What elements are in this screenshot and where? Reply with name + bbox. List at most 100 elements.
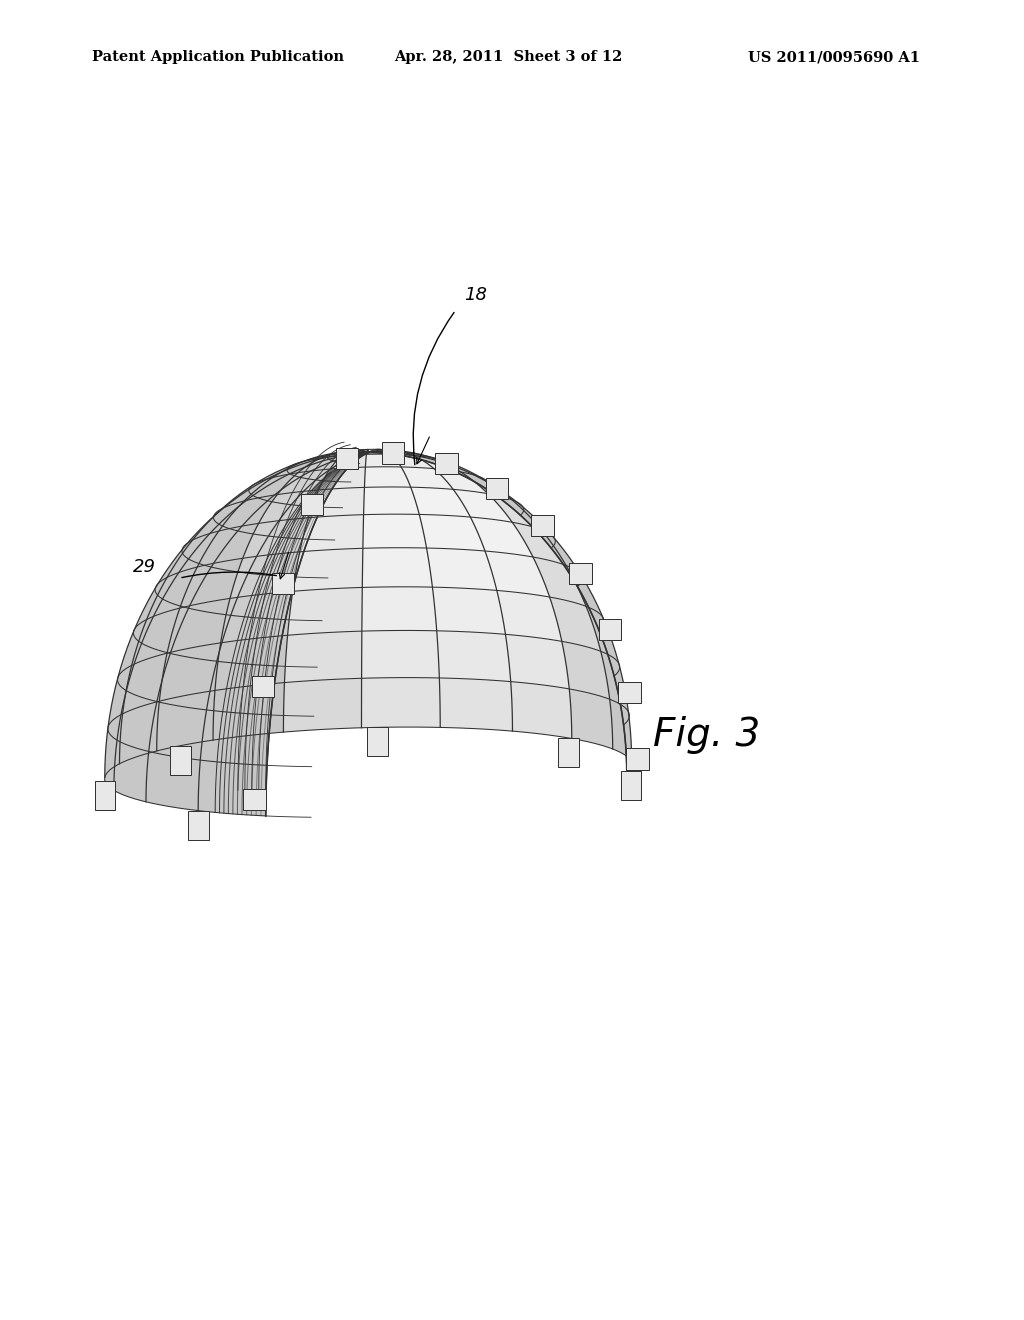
Polygon shape bbox=[506, 635, 569, 689]
Bar bbox=[252, 676, 274, 697]
Polygon shape bbox=[361, 631, 439, 678]
Bar bbox=[94, 781, 115, 810]
Polygon shape bbox=[238, 500, 291, 536]
Polygon shape bbox=[291, 480, 337, 507]
Polygon shape bbox=[220, 591, 293, 643]
Polygon shape bbox=[157, 690, 215, 751]
Polygon shape bbox=[215, 635, 288, 690]
Polygon shape bbox=[362, 548, 432, 587]
Polygon shape bbox=[551, 539, 583, 586]
Polygon shape bbox=[599, 618, 620, 676]
Polygon shape bbox=[188, 568, 248, 615]
Polygon shape bbox=[364, 487, 419, 515]
Polygon shape bbox=[330, 454, 367, 469]
Polygon shape bbox=[244, 473, 298, 502]
Polygon shape bbox=[401, 467, 454, 490]
Text: 29: 29 bbox=[133, 557, 156, 576]
Polygon shape bbox=[380, 449, 413, 455]
Polygon shape bbox=[444, 461, 488, 482]
Bar bbox=[367, 727, 387, 756]
Polygon shape bbox=[329, 453, 369, 461]
Polygon shape bbox=[439, 678, 512, 731]
Polygon shape bbox=[133, 577, 167, 631]
Bar bbox=[271, 573, 294, 594]
Bar bbox=[244, 789, 266, 810]
Bar bbox=[627, 748, 649, 770]
Polygon shape bbox=[427, 548, 497, 590]
Polygon shape bbox=[334, 453, 369, 462]
Polygon shape bbox=[217, 615, 286, 667]
Polygon shape bbox=[609, 700, 632, 762]
Polygon shape bbox=[362, 515, 427, 548]
Bar bbox=[621, 771, 641, 800]
Polygon shape bbox=[213, 682, 285, 741]
Polygon shape bbox=[411, 487, 470, 517]
Polygon shape bbox=[419, 515, 485, 550]
Bar bbox=[301, 494, 324, 515]
Polygon shape bbox=[303, 451, 344, 462]
Bar bbox=[188, 810, 209, 840]
Polygon shape bbox=[284, 678, 361, 733]
Polygon shape bbox=[497, 590, 562, 642]
Polygon shape bbox=[342, 449, 368, 455]
Polygon shape bbox=[222, 478, 272, 508]
Polygon shape bbox=[114, 741, 148, 801]
Polygon shape bbox=[207, 661, 276, 715]
Polygon shape bbox=[156, 540, 193, 589]
Bar bbox=[485, 478, 508, 499]
Polygon shape bbox=[170, 609, 230, 661]
Polygon shape bbox=[148, 701, 207, 760]
Polygon shape bbox=[285, 631, 361, 682]
Polygon shape bbox=[366, 454, 401, 467]
Bar bbox=[171, 746, 191, 775]
Polygon shape bbox=[118, 631, 141, 690]
Polygon shape bbox=[436, 631, 511, 681]
Polygon shape bbox=[300, 461, 342, 480]
Polygon shape bbox=[369, 450, 407, 453]
Polygon shape bbox=[214, 483, 256, 516]
Polygon shape bbox=[407, 453, 450, 465]
Polygon shape bbox=[118, 619, 146, 678]
Polygon shape bbox=[290, 459, 334, 478]
Polygon shape bbox=[259, 490, 318, 523]
Polygon shape bbox=[361, 677, 440, 727]
Polygon shape bbox=[104, 727, 117, 791]
Polygon shape bbox=[249, 466, 292, 490]
Polygon shape bbox=[193, 502, 244, 540]
Polygon shape bbox=[308, 487, 365, 517]
Polygon shape bbox=[146, 751, 201, 810]
Text: Patent Application Publication: Patent Application Publication bbox=[92, 50, 344, 65]
Polygon shape bbox=[278, 469, 330, 495]
Text: US 2011/0095690 A1: US 2011/0095690 A1 bbox=[748, 50, 920, 65]
Polygon shape bbox=[316, 462, 352, 482]
Polygon shape bbox=[108, 678, 126, 741]
Polygon shape bbox=[485, 482, 524, 515]
Polygon shape bbox=[601, 651, 629, 711]
Polygon shape bbox=[272, 458, 321, 478]
Polygon shape bbox=[293, 548, 362, 591]
Polygon shape bbox=[542, 529, 582, 576]
Text: Apr. 28, 2011  Sheet 3 of 12: Apr. 28, 2011 Sheet 3 of 12 bbox=[394, 50, 623, 65]
Polygon shape bbox=[369, 450, 400, 453]
Polygon shape bbox=[199, 760, 267, 816]
Polygon shape bbox=[336, 451, 369, 453]
Polygon shape bbox=[461, 473, 512, 500]
Bar bbox=[618, 682, 641, 704]
Polygon shape bbox=[485, 550, 550, 597]
Polygon shape bbox=[318, 467, 366, 490]
Polygon shape bbox=[624, 711, 633, 775]
Polygon shape bbox=[400, 451, 444, 461]
Polygon shape bbox=[365, 467, 411, 487]
Polygon shape bbox=[512, 500, 555, 539]
Polygon shape bbox=[479, 477, 523, 507]
Polygon shape bbox=[586, 606, 618, 663]
Polygon shape bbox=[141, 599, 188, 653]
Polygon shape bbox=[230, 552, 300, 598]
Polygon shape bbox=[434, 469, 488, 494]
Polygon shape bbox=[104, 714, 123, 777]
Polygon shape bbox=[532, 557, 586, 606]
Polygon shape bbox=[117, 690, 157, 751]
Polygon shape bbox=[511, 681, 571, 738]
Polygon shape bbox=[253, 474, 300, 500]
Polygon shape bbox=[512, 523, 566, 565]
